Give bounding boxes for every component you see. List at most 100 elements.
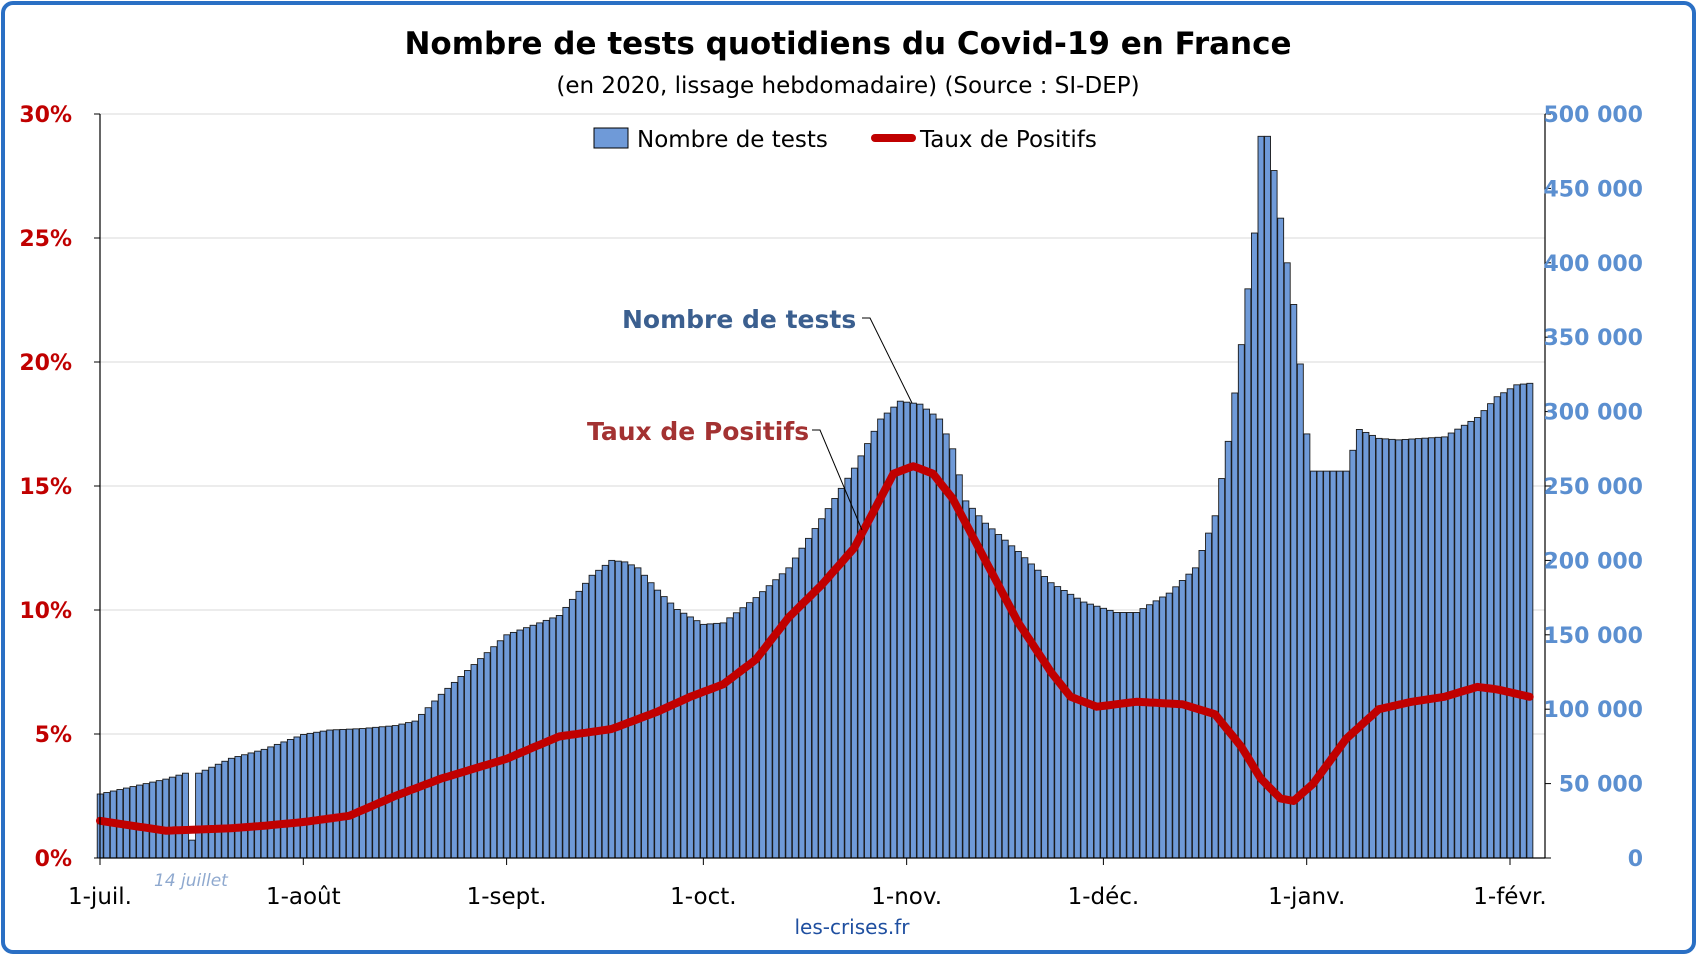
bar (227, 757, 235, 859)
tick-label-x: 1-nov. (871, 884, 942, 910)
bar (365, 727, 373, 859)
line-series-positifs (96, 462, 1534, 835)
bar (1388, 438, 1396, 859)
bar (772, 579, 780, 859)
bar (864, 443, 871, 859)
tick-label-x: 1-sept. (467, 884, 547, 910)
bar (385, 725, 393, 859)
tick-label-left: 30% (19, 103, 72, 128)
tick-label-right: 150 000 (1543, 624, 1643, 649)
bar (1349, 449, 1357, 859)
bar (1382, 438, 1390, 859)
bar (791, 557, 799, 859)
bar (1506, 388, 1514, 859)
tick-label-left: 25% (19, 227, 72, 252)
bar (509, 631, 517, 859)
bar (1132, 612, 1140, 859)
bar (241, 754, 248, 859)
bar (345, 728, 353, 859)
bar (857, 455, 865, 859)
bar (982, 522, 989, 859)
bar (1028, 563, 1035, 859)
bar (1342, 470, 1350, 859)
bar (1441, 436, 1449, 859)
bar (687, 616, 694, 859)
bar (1447, 432, 1455, 859)
bar (136, 784, 143, 859)
bar (1395, 439, 1403, 859)
bar (693, 620, 701, 859)
bar (877, 418, 885, 859)
tick-label-right: 250 000 (1543, 475, 1643, 500)
bar (1231, 392, 1239, 859)
bar (1218, 478, 1226, 859)
bar (1414, 438, 1422, 859)
bar (1080, 601, 1088, 859)
bar (464, 670, 471, 859)
bar (831, 498, 839, 859)
bar (503, 634, 511, 859)
bar (188, 839, 196, 859)
bar (1270, 170, 1278, 859)
bar (1073, 597, 1081, 859)
bar (496, 640, 504, 859)
bar (1290, 304, 1298, 859)
bar (1185, 573, 1193, 859)
bar (1100, 607, 1108, 859)
bar (811, 528, 819, 859)
bar (221, 760, 229, 859)
bar (647, 582, 655, 859)
bar (1211, 515, 1219, 859)
bar (1493, 396, 1501, 859)
bar (1323, 470, 1331, 859)
bar (1421, 437, 1429, 859)
bar (759, 591, 767, 859)
bar (844, 477, 852, 859)
chart-subtitle: (en 2020, lissage hebdomadaire) (Source … (556, 73, 1139, 99)
bar (595, 569, 603, 859)
bar (765, 585, 773, 859)
bar (634, 567, 642, 859)
bar (1113, 612, 1121, 859)
bar (1519, 383, 1527, 859)
bar (700, 623, 707, 859)
bar (1454, 428, 1462, 859)
bar (1014, 551, 1022, 859)
tick-label-right: 450 000 (1543, 177, 1643, 202)
bar (1296, 363, 1304, 859)
note-14-juillet: 14 juillet (154, 871, 229, 891)
tick-label-right: 200 000 (1543, 549, 1643, 574)
bar (234, 756, 242, 859)
bar (359, 728, 366, 859)
bar (1257, 135, 1265, 859)
bar (372, 726, 380, 859)
bar (1119, 612, 1127, 859)
legend-label-positifs: Taux de Positifs (919, 127, 1097, 153)
bar (667, 602, 675, 859)
bar (201, 769, 209, 859)
chart-title: Nombre de tests quotidiens du Covid-19 e… (404, 26, 1291, 62)
bar (1152, 600, 1160, 859)
annotation-tests-label: Nombre de tests (622, 305, 856, 334)
bar (1434, 436, 1442, 859)
tick-label-x: 1-févr. (1473, 884, 1546, 910)
bar (1526, 382, 1534, 859)
tick-label-x: 1-oct. (670, 884, 736, 910)
bar (1244, 288, 1252, 859)
bar (149, 781, 157, 859)
legend: Nombre de tests Taux de Positifs (593, 127, 1097, 153)
tick-label-x: 1-janv. (1268, 884, 1345, 910)
bar (1146, 604, 1153, 859)
bar (614, 560, 622, 859)
tick-label-right: 300 000 (1543, 401, 1643, 426)
bar (739, 607, 747, 859)
bar (352, 728, 360, 859)
bar (339, 728, 347, 859)
bar (1224, 440, 1232, 859)
tick-label-right: 500 000 (1543, 103, 1643, 128)
bar (870, 430, 878, 859)
bar (713, 622, 721, 859)
bar (627, 564, 635, 859)
